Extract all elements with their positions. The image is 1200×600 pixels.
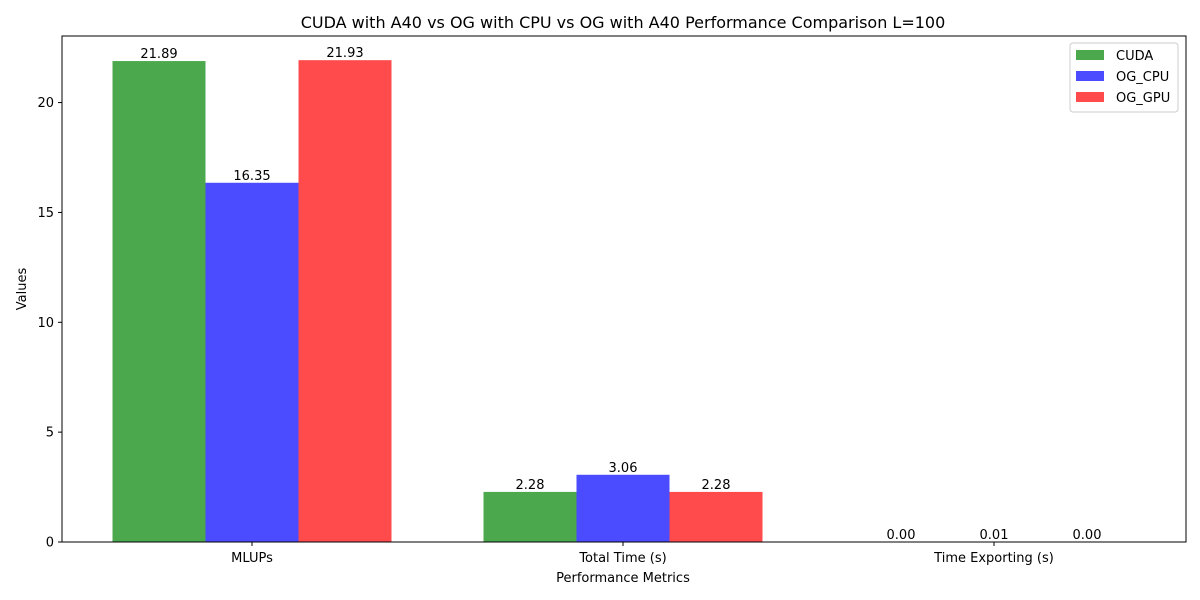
legend-label: OG_CPU bbox=[1116, 70, 1169, 85]
legend-swatch-og-cpu bbox=[1076, 71, 1104, 81]
bar-value-label: 0.00 bbox=[887, 528, 916, 543]
bar-og-cpu bbox=[576, 474, 670, 542]
x-tick-label: Total Time (s) bbox=[578, 551, 666, 566]
bar-value-label: 0.01 bbox=[980, 528, 1009, 543]
axes-frame bbox=[61, 35, 1187, 543]
legend-label: OG_GPU bbox=[1116, 91, 1170, 106]
y-tick-label: 0 bbox=[46, 536, 54, 551]
legend-swatch-cuda bbox=[1076, 50, 1104, 60]
bar-og-gpu bbox=[669, 491, 763, 542]
bar-value-label: 2.28 bbox=[516, 478, 545, 493]
legend-label: CUDA bbox=[1116, 49, 1153, 64]
bar-value-label: 0.00 bbox=[1073, 528, 1102, 543]
legend-swatch-og-gpu bbox=[1076, 92, 1104, 102]
bar-value-label: 2.28 bbox=[702, 478, 731, 493]
chart-title: CUDA with A40 vs OG with CPU vs OG with … bbox=[301, 13, 946, 32]
plot-area: 0 5 10 15 20 21.89 16.35 21.93 MLUPs 2.28 3.06 2.28… bbox=[37, 46, 1101, 566]
y-axis-label: Values bbox=[15, 268, 30, 311]
x-tick-label: MLUPs bbox=[231, 551, 273, 566]
bar-og-cpu bbox=[205, 182, 299, 543]
bar-cuda bbox=[483, 491, 577, 542]
x-tick-label: Time Exporting (s) bbox=[933, 551, 1054, 566]
bar-value-label: 21.89 bbox=[140, 47, 177, 62]
bar-value-label: 16.35 bbox=[233, 169, 270, 184]
y-tick-label: 10 bbox=[37, 316, 54, 331]
bar-value-label: 21.93 bbox=[326, 46, 363, 61]
bar-cuda bbox=[112, 61, 206, 542]
bar-og-gpu bbox=[298, 60, 392, 542]
x-axis-label: Performance Metrics bbox=[556, 571, 690, 586]
bar-value-label: 3.06 bbox=[609, 461, 638, 476]
legend: CUDA OG_CPU OG_GPU bbox=[1069, 42, 1179, 113]
y-tick-label: 20 bbox=[37, 96, 54, 111]
y-tick-label: 5 bbox=[46, 426, 54, 441]
y-tick-label: 15 bbox=[37, 206, 54, 221]
